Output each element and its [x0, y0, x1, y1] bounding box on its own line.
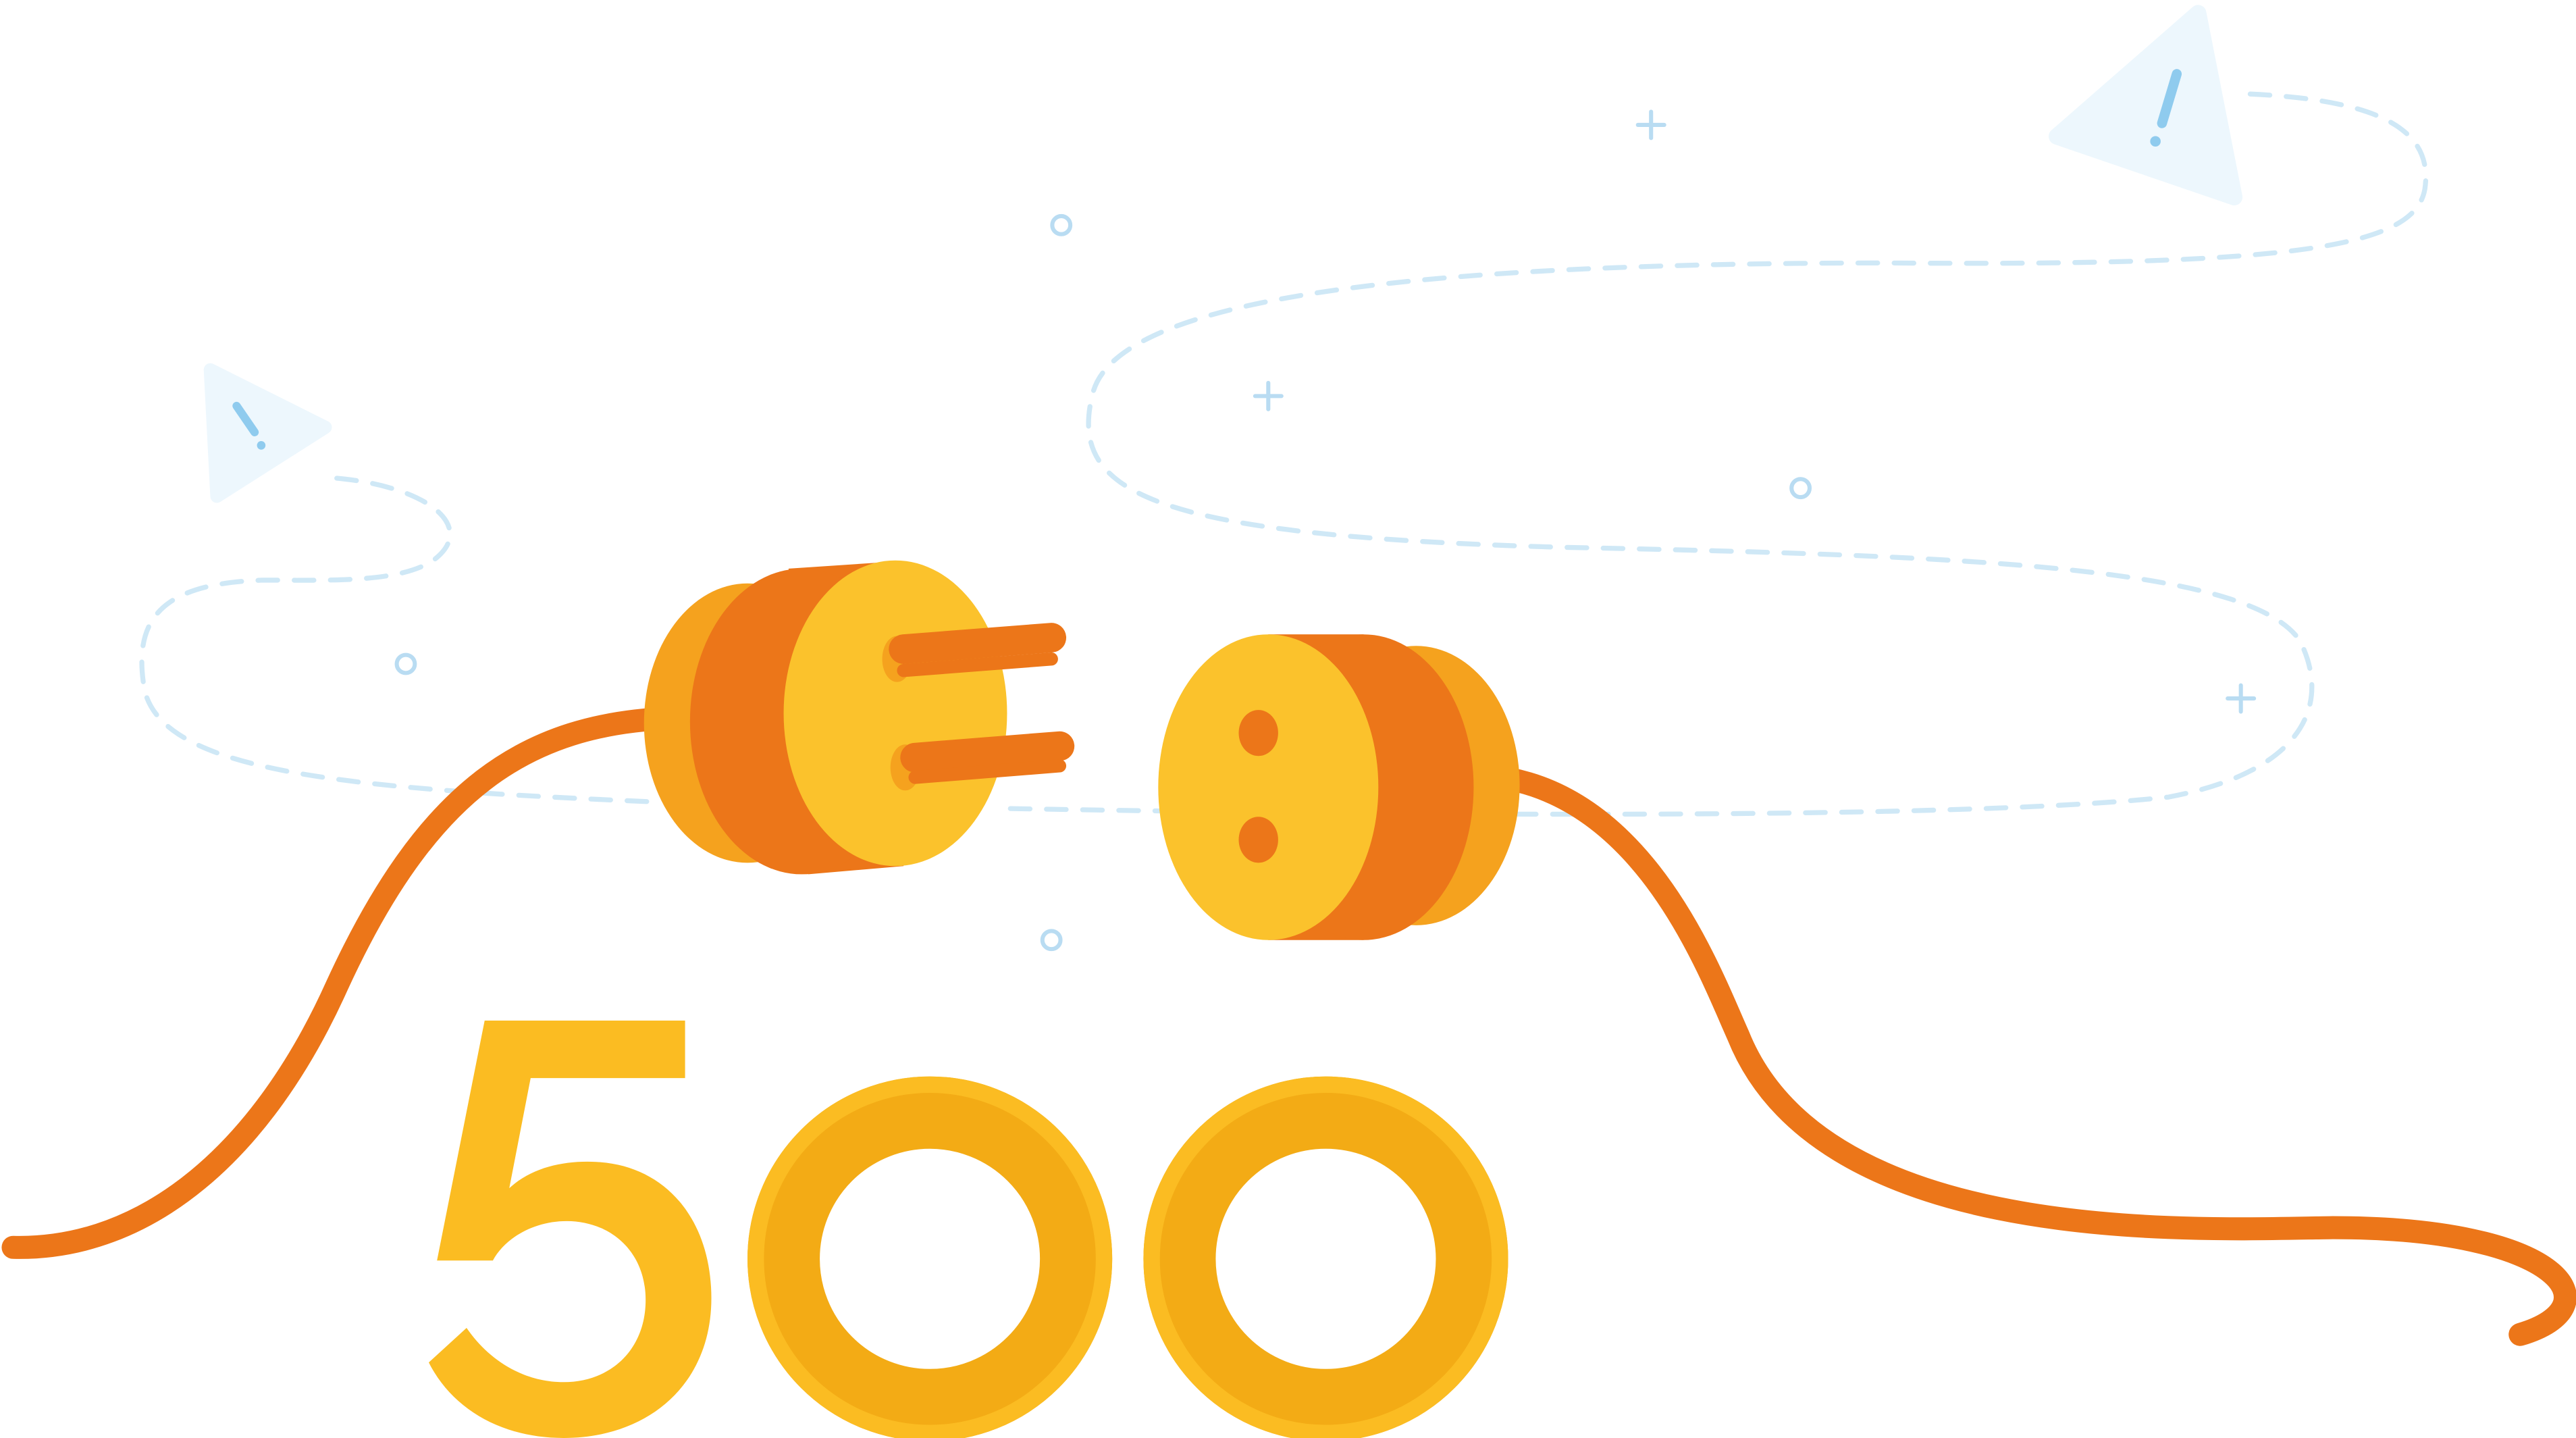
digit-zero	[1143, 1076, 1508, 1438]
right-cord	[1475, 764, 2576, 1346]
plus-icon	[2226, 683, 2257, 714]
warning-icon	[2048, 5, 2243, 206]
power-plug	[643, 560, 1075, 875]
plug-prong	[882, 623, 1067, 682]
power-socket	[1158, 634, 1520, 940]
circle-icon	[1050, 213, 1073, 236]
plus-icon	[1253, 380, 1284, 411]
socket-hole	[1238, 817, 1278, 863]
circle-icon	[1789, 477, 1812, 500]
digit-zero	[747, 1076, 1113, 1438]
error-code-500: 500	[429, 1020, 1508, 1438]
dashed-path-left	[139, 476, 660, 805]
sparkles	[394, 109, 2257, 952]
socket-hole	[1238, 710, 1278, 756]
digit-five	[429, 1020, 712, 1438]
dashed-paths	[139, 91, 2429, 817]
plug-prong	[890, 731, 1075, 791]
left-cord	[1, 707, 685, 1259]
circle-icon	[394, 652, 417, 675]
error-code-text: 500	[955, 1252, 983, 1270]
plus-icon	[1635, 109, 1666, 140]
dashed-path-center	[1007, 91, 2429, 817]
warning-icon	[203, 363, 332, 503]
circle-icon	[1040, 929, 1063, 952]
